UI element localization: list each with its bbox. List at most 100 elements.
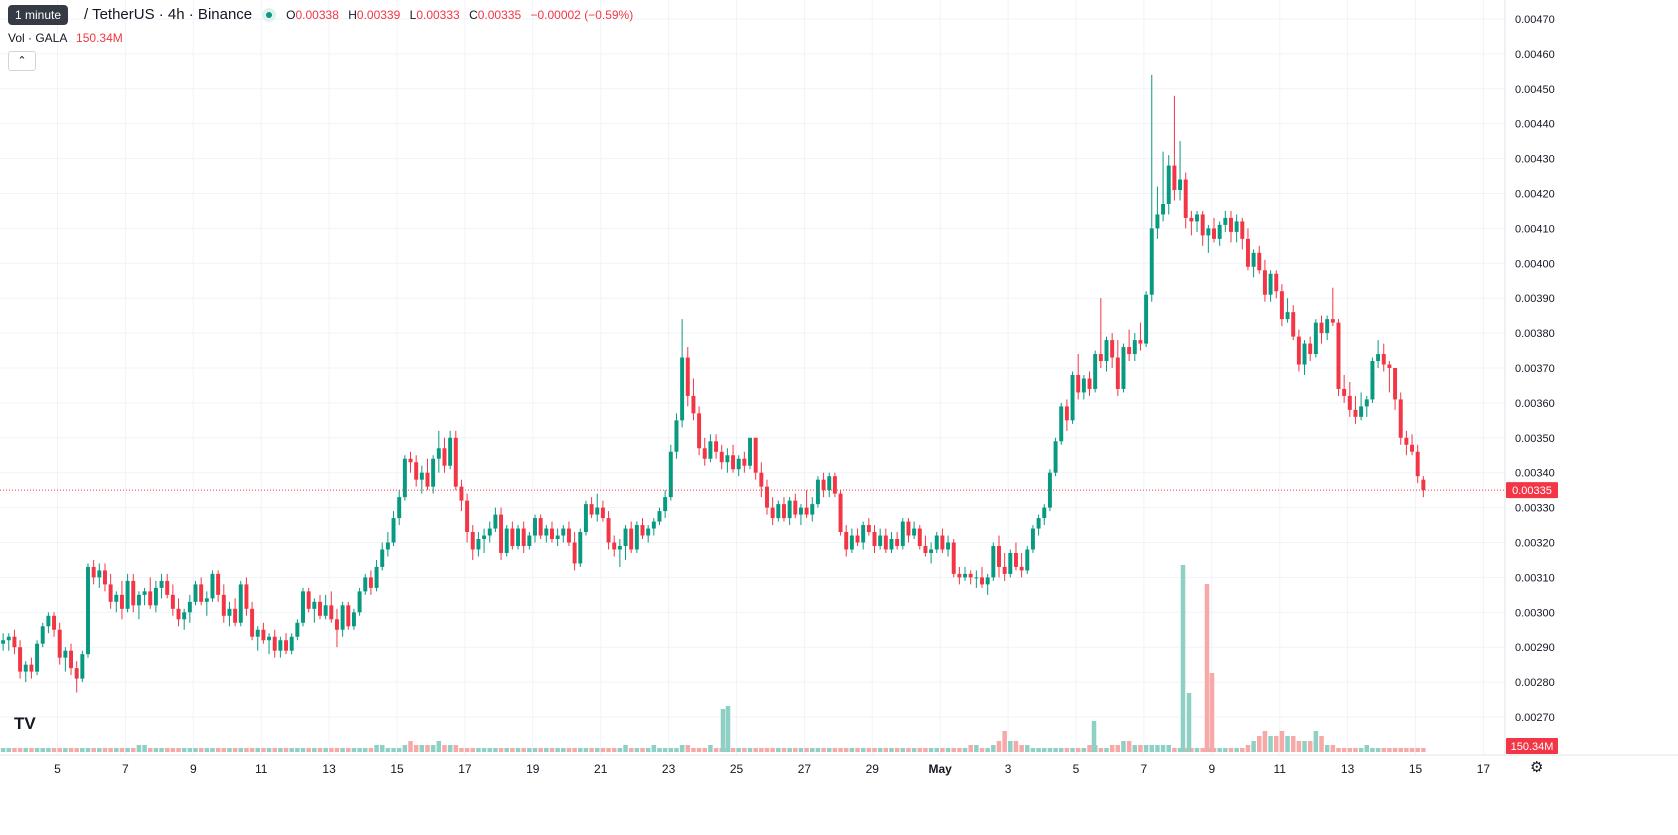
volume-bar [713, 748, 719, 752]
candle-body [6, 636, 11, 641]
candle-body [895, 539, 900, 546]
volume-value: 150.34M [76, 31, 123, 45]
candle-body [510, 528, 515, 546]
price-tick-label: 0.00430 [1515, 154, 1555, 166]
tradingview-logo-icon[interactable]: TV [14, 714, 36, 733]
volume-legend: Vol · GALA 150.34M [8, 31, 123, 45]
candle-body [589, 504, 594, 515]
candle-body [1387, 364, 1392, 368]
volume-bar [442, 745, 447, 752]
volume-bar [555, 748, 560, 752]
time-tick-label: 13 [1341, 762, 1355, 776]
candle-body [900, 521, 905, 546]
symbol-title[interactable]: / TetherUS · 4h · Binance [84, 6, 253, 23]
candle-body [1138, 340, 1143, 344]
volume-bar [1047, 748, 1053, 752]
gear-icon[interactable]: ⚙ [1530, 759, 1544, 776]
candle-body [1353, 409, 1358, 417]
volume-bar [634, 748, 640, 752]
volume-bar [1025, 745, 1030, 752]
price-tick-label: 0.00330 [1515, 503, 1555, 515]
volume-bar [221, 748, 227, 752]
volume-bar [1324, 745, 1330, 752]
last-volume-badge [1506, 738, 1558, 754]
volume-bar [1217, 748, 1222, 752]
candle-body [97, 570, 102, 578]
volume-bar [1058, 748, 1064, 752]
volume-bar [759, 748, 764, 752]
candle-body [855, 535, 860, 543]
candle-body [318, 601, 322, 616]
candle-body [1178, 179, 1183, 191]
volume-bar [278, 748, 283, 752]
market-status-icon[interactable] [262, 7, 277, 22]
volume-bar [809, 748, 815, 752]
candle-body [1064, 406, 1069, 421]
volume-bar [57, 748, 62, 752]
volume-bar [623, 745, 628, 752]
volume-bar [549, 748, 555, 752]
price-tick-label: 0.00290 [1515, 642, 1555, 654]
candle-body [1296, 336, 1301, 365]
volume-bar [261, 748, 266, 752]
candle-body [1025, 549, 1030, 571]
chevron-up-icon[interactable]: ⌃ [8, 51, 36, 71]
volume-bar [368, 748, 374, 752]
volume-bar [940, 748, 945, 752]
candle-body [753, 437, 758, 473]
volume-bar [147, 748, 153, 752]
volume-bar [17, 748, 23, 752]
candle-body [442, 448, 447, 466]
candle-body [301, 591, 305, 623]
candle-body [221, 594, 226, 616]
volume-bars [0, 565, 1426, 752]
volume-bar [334, 748, 340, 752]
volume-bar [1392, 748, 1398, 752]
time-tick-label: May [929, 762, 953, 776]
volume-bar [153, 748, 159, 752]
candle-body [1155, 214, 1160, 229]
candle-body [323, 605, 328, 616]
candle-body [1093, 354, 1098, 389]
volume-bar [628, 748, 634, 752]
volume-bar [1132, 745, 1138, 752]
candle-body [776, 504, 781, 519]
volume-bar [1091, 721, 1097, 752]
volume-bar [142, 745, 147, 752]
volume-bar [832, 748, 838, 752]
candle-body [165, 580, 170, 595]
volume-bar [1375, 748, 1381, 752]
candle-body [697, 413, 702, 449]
price-tick-label: 0.00370 [1515, 363, 1555, 375]
volume-bar [108, 748, 113, 752]
candle-body [1002, 566, 1007, 574]
candle-body [159, 580, 164, 588]
candle-body [391, 518, 396, 543]
close-value: 0.00335 [477, 7, 522, 22]
volume-bar [702, 748, 708, 752]
candle-body [1212, 228, 1216, 239]
volume-bar [1070, 748, 1075, 752]
volume-bar [312, 748, 317, 752]
volume-bar [215, 748, 221, 752]
volume-bar [272, 748, 277, 752]
candle-body [1042, 507, 1047, 519]
candle-body [1234, 221, 1239, 232]
volume-bar [566, 748, 572, 752]
candle-body [680, 357, 685, 421]
volume-bar [91, 748, 96, 752]
candle-body [866, 525, 871, 533]
volume-bar [295, 748, 300, 752]
candle-body [465, 500, 470, 533]
volume-bar [164, 748, 170, 752]
volume-bar [346, 748, 351, 752]
candle-body [233, 608, 238, 623]
candle-body [781, 504, 786, 519]
volume-bar [996, 741, 1002, 752]
candle-body [612, 542, 617, 550]
candle-body [329, 605, 334, 620]
volume-bar [1330, 745, 1336, 752]
volume-bar [329, 748, 334, 752]
candle-body [1393, 368, 1398, 400]
